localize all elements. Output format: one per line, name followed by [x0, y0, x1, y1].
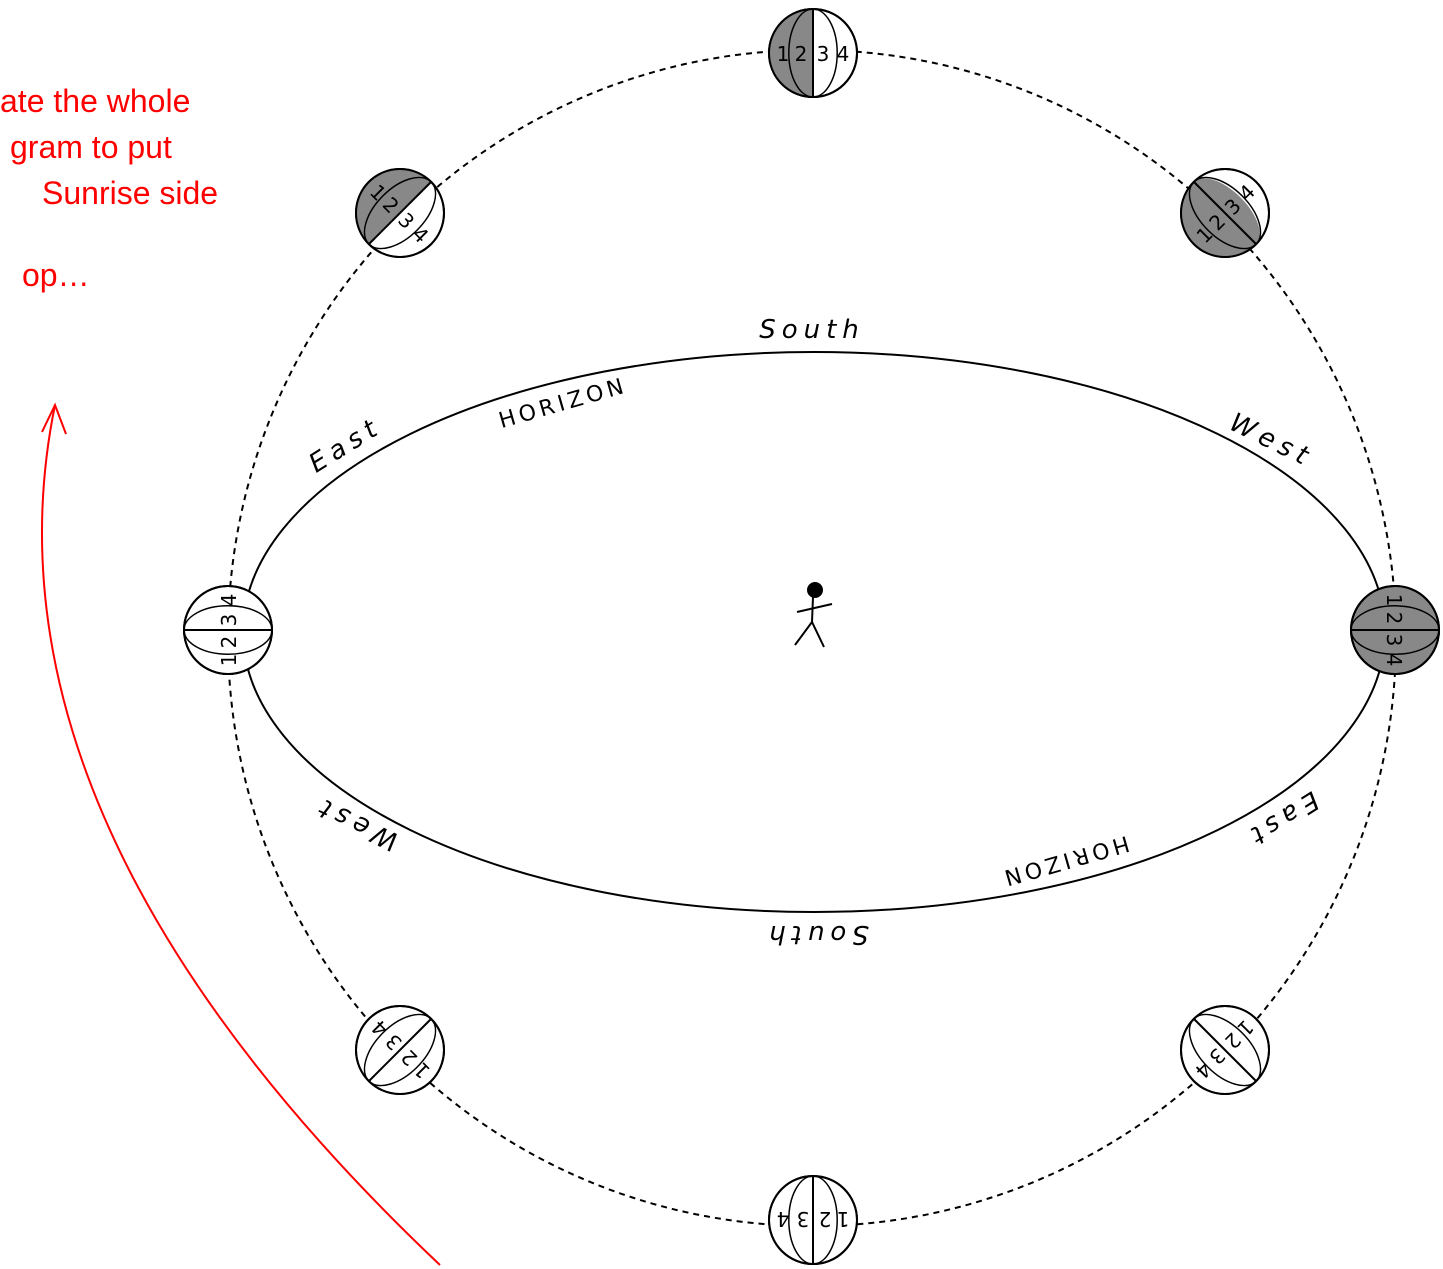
diagram: ate the wholegram to putSunrise sideop… … — [0, 0, 1443, 1269]
moon-number: 1 — [777, 42, 790, 66]
moon-number: 2 — [1382, 612, 1406, 625]
moon-number: 4 — [777, 1207, 790, 1231]
horizon — [243, 352, 1385, 912]
horizon-label: HORIZON — [998, 830, 1132, 891]
moon-number: 3 — [817, 42, 830, 66]
east-label: East — [304, 411, 388, 479]
south-label: South — [763, 919, 869, 949]
moon-number: 1 — [217, 654, 241, 667]
south-label: South — [759, 315, 865, 345]
east-label: East — [1240, 785, 1324, 853]
moon-number: 4 — [217, 594, 241, 607]
moon-number: 1 — [1382, 594, 1406, 607]
moon-number: 3 — [797, 1207, 810, 1231]
moon-number: 2 — [217, 636, 241, 649]
moon: 1 2 3 4 — [184, 586, 272, 674]
moon-number: 4 — [837, 42, 850, 66]
annotation-line: Sunrise side — [42, 175, 218, 211]
annotation-line: gram to put — [10, 129, 172, 165]
moon-number: 3 — [1382, 634, 1406, 647]
observer — [795, 583, 832, 647]
moon-number: 3 — [217, 614, 241, 627]
moon-number: 1 — [837, 1207, 850, 1231]
annotation-line: ate the whole — [0, 83, 190, 119]
moon-number: 4 — [1382, 654, 1406, 667]
horizon-label: HORIZON — [496, 373, 630, 434]
moon-number: 2 — [795, 42, 808, 66]
annotation: ate the whole gram to put Sunrise side op… — [0, 83, 218, 293]
moon: 1 2 3 4 — [1351, 586, 1439, 674]
annotation-line: op… — [22, 257, 90, 293]
moon-number: 2 — [819, 1207, 832, 1231]
